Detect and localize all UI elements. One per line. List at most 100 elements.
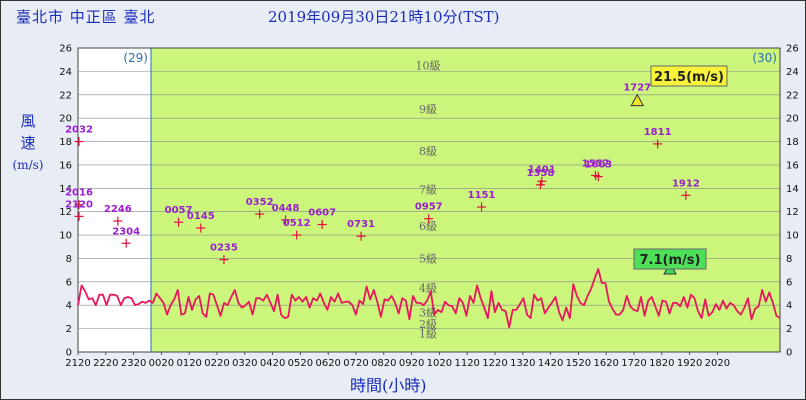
gust-time-label: 0512: [283, 218, 311, 229]
y-tick-label-left: 26: [59, 44, 72, 55]
gust-point: 1401: [528, 164, 556, 186]
y-tick-label-left: 20: [59, 114, 72, 125]
gust-point: 0448: [272, 203, 300, 225]
gust-point: 0957: [415, 202, 443, 224]
x-tick-label: 0120: [176, 358, 201, 369]
day-marker-29: (29): [123, 51, 148, 65]
beaufort-level-label: 3級: [419, 306, 437, 319]
day-marker-30: (30): [752, 51, 777, 65]
x-tick-label: 0620: [315, 358, 340, 369]
x-tick-label: 0720: [343, 358, 368, 369]
gust-point: 1151: [468, 190, 496, 212]
x-tick-label: 1320: [510, 358, 535, 369]
gust-point: 1811: [644, 127, 672, 149]
gust-time-label: 0352: [246, 197, 274, 208]
gust-point: 0145: [187, 211, 215, 233]
y-tick-label-left: 2: [66, 324, 72, 335]
y-tick-label-right: 26: [786, 44, 799, 55]
y-tick-label-right: 18: [786, 137, 799, 148]
y-tick-label-left: 24: [59, 67, 72, 78]
y-tick-label-left: 0: [66, 348, 72, 359]
x-tick-label: 1620: [593, 358, 618, 369]
beaufort-level-label: 6級: [419, 220, 437, 233]
y-tick-label-left: 22: [59, 90, 72, 101]
gust-time-label: 2032: [65, 125, 93, 136]
y-tick-label-left: 14: [59, 184, 72, 195]
beaufort-level-label: 10級: [416, 60, 441, 73]
y-tick-label-right: 10: [786, 231, 799, 242]
gust-time-label: 0607: [308, 208, 336, 219]
gust-point: 0607: [308, 208, 336, 230]
x-axis-label: 時間(小時): [350, 376, 427, 395]
x-tick-label: 2020: [705, 358, 730, 369]
gust-time-label: 0957: [415, 202, 443, 213]
y-tick-label-right: 16: [786, 160, 799, 171]
y-tick-label-right: 0: [786, 348, 792, 359]
y-axis-label: 風 速 (m/s): [8, 110, 48, 176]
y-axis-label-char-1: 風: [20, 112, 36, 130]
gust-point: 1912: [672, 178, 700, 200]
y-tick-label-right: 24: [786, 67, 799, 78]
y-tick-label-right: 12: [786, 207, 799, 218]
x-tick-label: 1020: [427, 358, 452, 369]
gust-point: 0352: [246, 197, 274, 219]
x-tick-label: 1520: [566, 358, 591, 369]
x-tick-label: 0520: [288, 358, 313, 369]
y-tick-label-right: 14: [786, 184, 799, 195]
beaufort-level-label: 1級: [419, 327, 437, 340]
gust-point: 2304: [112, 226, 140, 248]
gust-time-label: 2304: [112, 226, 140, 237]
gust-point: 2016: [65, 188, 93, 210]
plot-bg-day-29: [78, 48, 151, 352]
beaufort-level-label: 5級: [419, 253, 437, 266]
gust-time-label: 0145: [187, 211, 215, 222]
y-tick-label-right: 4: [786, 301, 792, 312]
max-gust-time-label: 1727: [623, 83, 651, 94]
gust-time-label: 1811: [644, 127, 672, 138]
x-tick-label: 1420: [538, 358, 563, 369]
plot-border: [77, 47, 781, 353]
gust-time-label: 1358: [526, 168, 554, 179]
gust-time-label: 2246: [104, 204, 132, 215]
x-tick-label: 0420: [260, 358, 285, 369]
gust-time-label: 2016: [65, 188, 93, 199]
beaufort-level-label: 7級: [419, 184, 437, 197]
x-tick-label: 0820: [371, 358, 396, 369]
x-tick-label: 2320: [121, 358, 146, 369]
x-tick-label: 0220: [204, 358, 229, 369]
y-tick-label-left: 18: [59, 137, 72, 148]
x-tick-label: 1120: [454, 358, 479, 369]
timestamp: 2019年09月30日21時10分(TST): [268, 8, 500, 26]
gust-time-label: 0448: [272, 203, 300, 214]
max-wind-value-box: [633, 248, 707, 270]
y-tick-label-right: 6: [786, 277, 792, 288]
y-tick-label-left: 16: [59, 160, 72, 171]
y-tick-label-left: 8: [66, 254, 72, 265]
y-tick-label-right: 20: [786, 114, 799, 125]
y-tick-label-left: 6: [66, 277, 72, 288]
max-gust-marker: [630, 93, 645, 107]
gust-time-label: 1912: [672, 178, 700, 189]
y-axis-unit: (m/s): [12, 158, 44, 172]
wind-speed-line: [77, 268, 781, 329]
y-tick-label-left: 12: [59, 207, 72, 218]
gust-time-label: 1557: [582, 158, 610, 169]
station-name: 臺北市 中正區 臺北: [16, 8, 156, 26]
x-tick-label: 0320: [232, 358, 257, 369]
gust-time-label: 1401: [528, 164, 556, 175]
gust-point: 0235: [210, 243, 238, 265]
beaufort-level-label: 9級: [419, 103, 437, 116]
gust-point: 1603: [584, 160, 612, 182]
beaufort-level-label: 4級: [419, 282, 437, 295]
gust-point: 0512: [283, 218, 311, 240]
y-tick-label-left: 4: [66, 301, 72, 312]
y-tick-label-right: 2: [786, 324, 792, 335]
y-tick-label-right: 22: [786, 90, 799, 101]
y-tick-label-left: 10: [59, 231, 72, 242]
x-tick-label: 2120: [65, 358, 90, 369]
gust-point: 0057: [165, 205, 192, 227]
max-wind-value-label: 7.1(m/s): [640, 253, 701, 268]
x-tick-label: 0020: [149, 358, 174, 369]
gust-time-label: 2120: [65, 199, 93, 210]
